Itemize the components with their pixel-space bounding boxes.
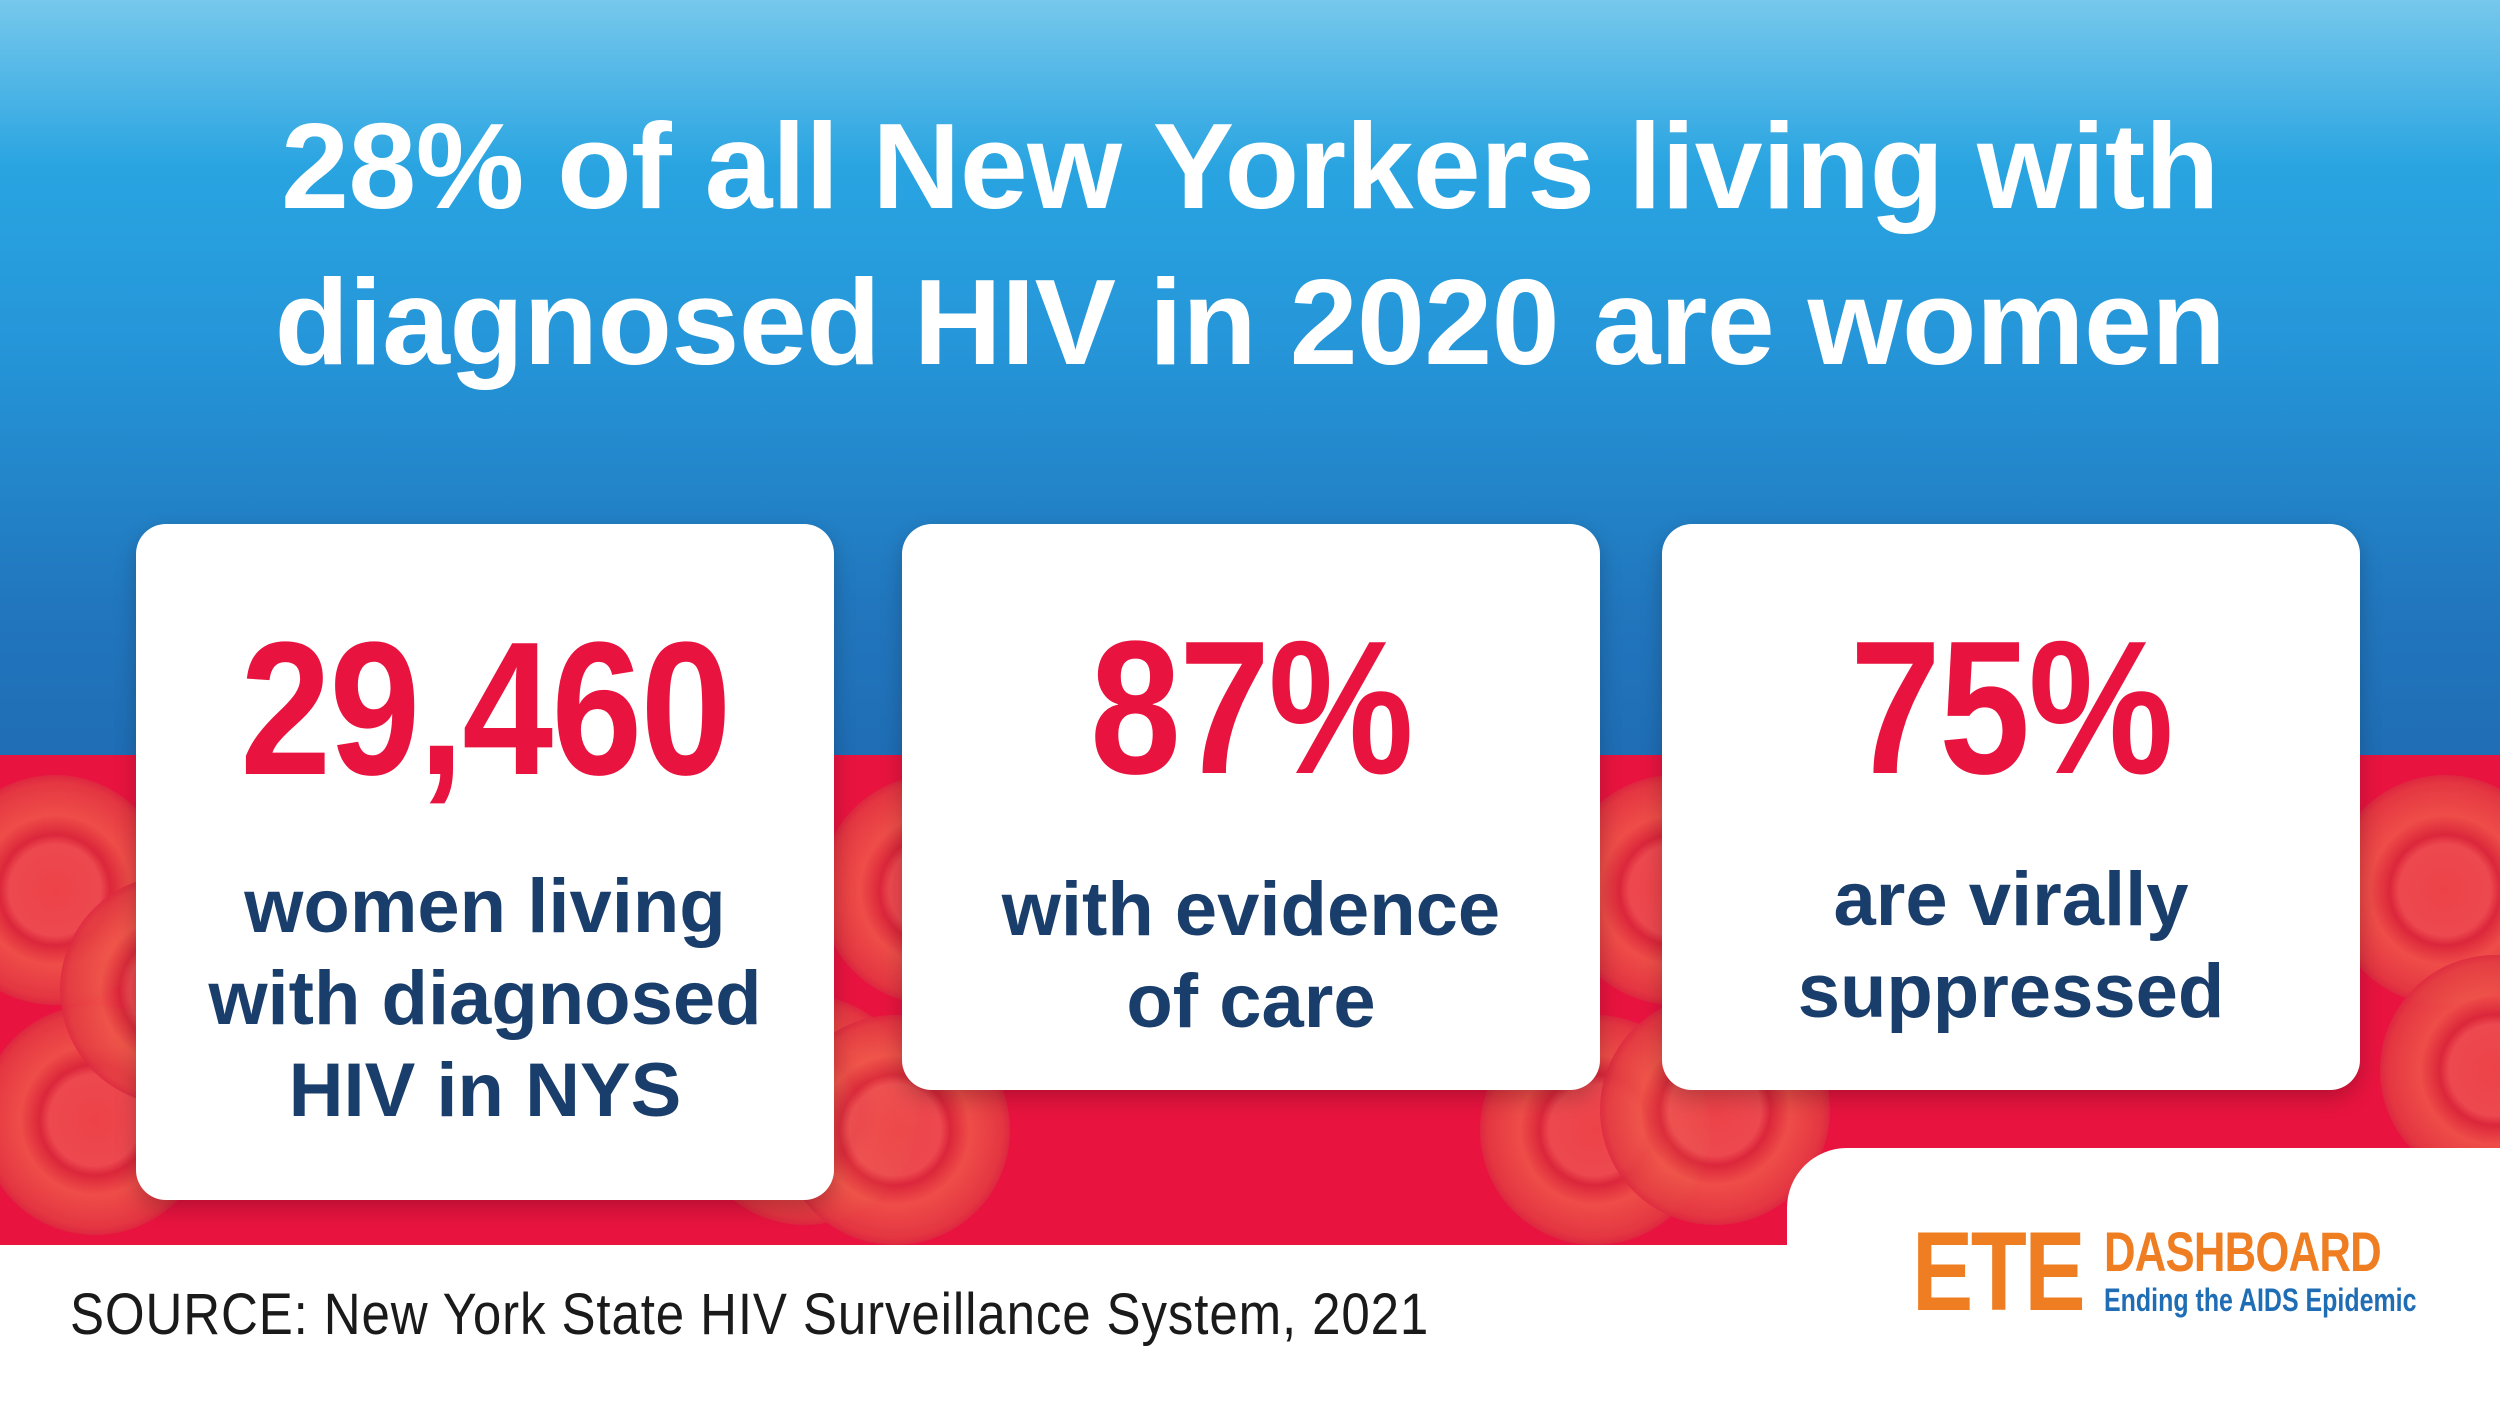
logo-name: DASHBOARD bbox=[2104, 1220, 2382, 1283]
headline: 28% of all New Yorkers living with diagn… bbox=[0, 88, 2500, 400]
logo-panel bbox=[1787, 1148, 2500, 1407]
source-citation: SOURCE: New York State HIV Surveillance … bbox=[70, 1282, 1430, 1347]
stat-description-line: HIV in NYS bbox=[288, 1048, 682, 1133]
headline-line-1: 28% of all New Yorkers living with bbox=[281, 98, 2219, 234]
stat-card-virally-suppressed: 75% are virally suppressed bbox=[1662, 524, 2360, 1090]
stat-value: 29,460 bbox=[240, 603, 731, 815]
stat-description-line: are virally bbox=[1833, 857, 2189, 942]
stat-description-line: of care bbox=[1126, 959, 1376, 1044]
logo-tagline: Ending the AIDS Epidemic bbox=[2104, 1282, 2417, 1318]
stat-description: are virally suppressed bbox=[1662, 854, 2360, 1038]
stat-description-line: suppressed bbox=[1797, 949, 2225, 1034]
stat-description: women living with diagnosed HIV in NYS bbox=[136, 861, 834, 1137]
stat-description: with evidence of care bbox=[902, 864, 1600, 1048]
headline-line-2: diagnosed HIV in 2020 are women bbox=[274, 254, 2226, 390]
stat-description-line: with diagnosed bbox=[208, 956, 762, 1041]
logo-mark: ETE bbox=[1912, 1209, 2086, 1334]
stat-card-evidence-of-care: 87% with evidence of care bbox=[902, 524, 1600, 1090]
ete-dashboard-logo: ETE DASHBOARD Ending the AIDS Epidemic bbox=[1912, 1216, 2416, 1328]
stat-value: 87% bbox=[1090, 602, 1414, 814]
stat-description-line: women living bbox=[244, 864, 726, 949]
stat-card-women-living: 29,460 women living with diagnosed HIV i… bbox=[136, 524, 834, 1200]
stat-value: 75% bbox=[1850, 602, 2174, 814]
stat-description-line: with evidence bbox=[1001, 867, 1501, 952]
